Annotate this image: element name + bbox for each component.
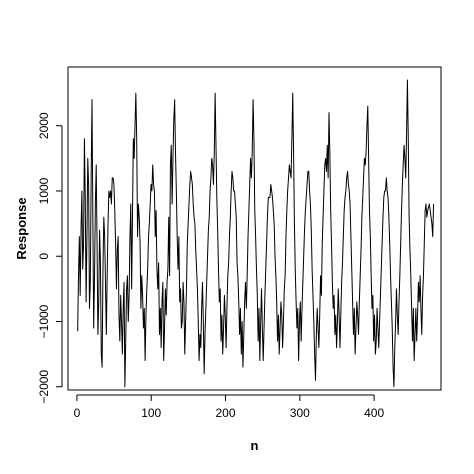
y-tick-label: 0 <box>37 253 51 260</box>
x-axis-title: n <box>251 438 259 453</box>
x-tick-label: 100 <box>141 406 161 420</box>
series-line <box>77 79 435 388</box>
series-layer <box>77 79 435 388</box>
y-axis: −2000 −1000 0 1000 2000 <box>37 112 63 404</box>
x-tick-label: 300 <box>290 406 310 420</box>
y-tick-label: 1000 <box>37 177 51 204</box>
y-axis-title: Response <box>14 197 29 259</box>
x-tick-label: 400 <box>364 406 384 420</box>
x-tick-label: 0 <box>74 406 81 420</box>
y-tick-label: 2000 <box>37 112 51 139</box>
x-axis: 0 100 200 300 400 <box>74 394 384 420</box>
plot-frame <box>67 66 442 391</box>
x-tick-label: 200 <box>216 406 236 420</box>
y-tick-label: −2000 <box>37 370 51 404</box>
y-tick-label: −1000 <box>37 304 51 338</box>
